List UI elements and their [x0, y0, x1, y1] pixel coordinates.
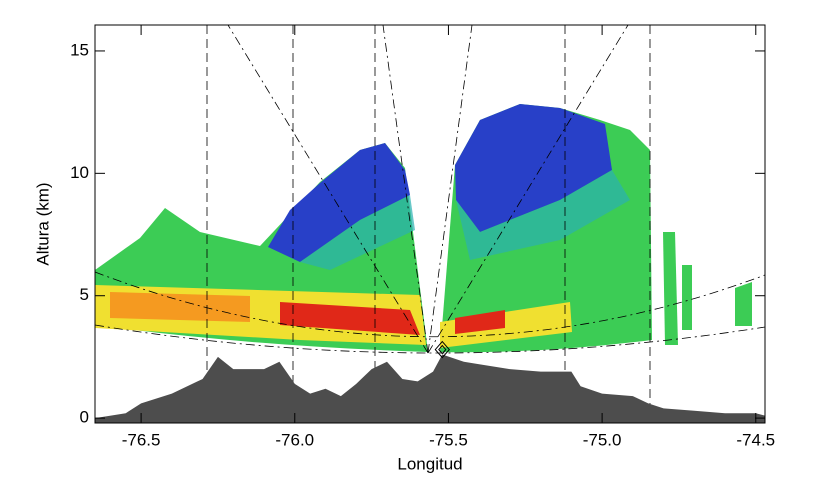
x-tick-label: -75.0: [583, 430, 622, 449]
radar-site: [434, 340, 450, 359]
x-tick-label: -74.5: [736, 430, 775, 449]
y-tick-label: 5: [80, 285, 89, 304]
x-axis-label: Longitud: [397, 454, 462, 473]
x-tick-label: -75.5: [429, 430, 468, 449]
y-tick-label: 10: [70, 163, 89, 182]
terrain: [95, 354, 765, 423]
x-tick-label: -76.5: [122, 430, 161, 449]
y-axis-label: Altura (km): [33, 182, 52, 265]
x-tick-label: -76.0: [275, 430, 314, 449]
reflectivity-field: [95, 104, 752, 353]
reference-lines: [94, 24, 766, 423]
y-tick-label: 0: [80, 408, 89, 427]
plot-frame: [94, 24, 766, 424]
y-tick-label: 15: [70, 40, 89, 59]
